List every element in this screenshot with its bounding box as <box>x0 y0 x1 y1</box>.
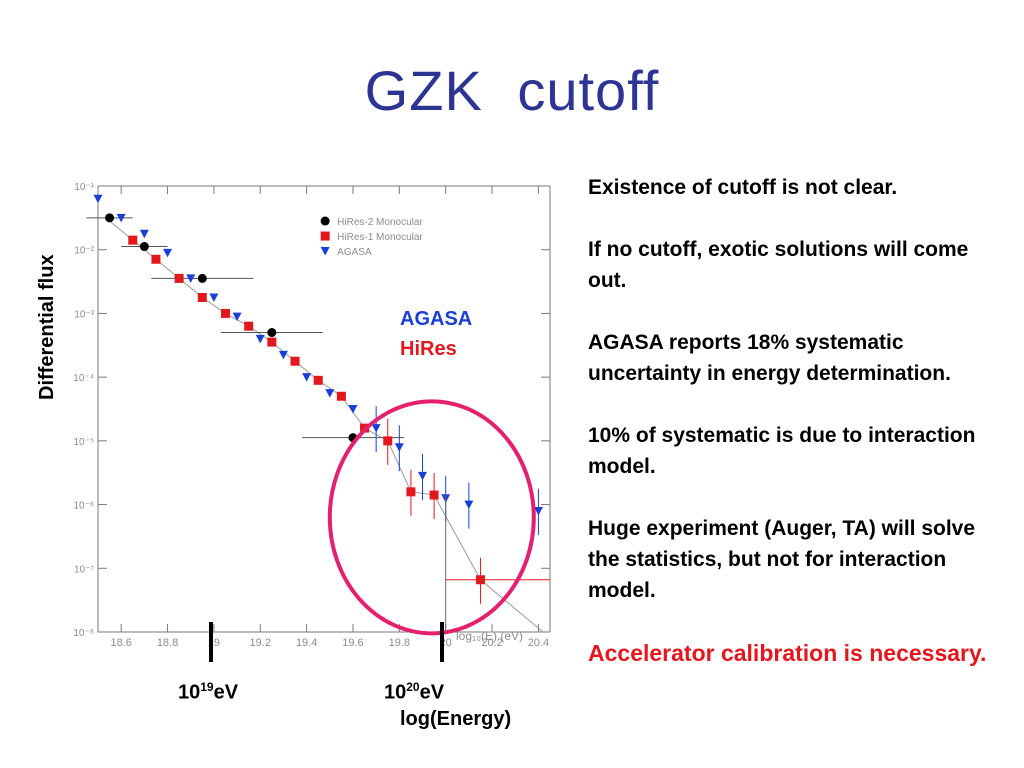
marker-1e19-line <box>209 622 213 662</box>
legend-marker <box>320 216 330 226</box>
y-tick-label: 10⁻⁷ <box>74 564 94 575</box>
hires2-point <box>139 242 149 252</box>
agasa-point <box>232 312 242 322</box>
y-tick-label: 10⁻³ <box>74 309 94 320</box>
y-tick-label: 10⁻⁵ <box>73 437 94 448</box>
hires2-point <box>197 273 207 283</box>
y-tick-label: 10⁻⁸ <box>73 628 94 639</box>
x-axis-label: log₁₀(E) (eV) <box>456 629 523 643</box>
hires1-point <box>151 254 161 264</box>
agasa-point <box>93 194 103 204</box>
y-tick-label: 10⁻⁶ <box>73 501 94 512</box>
energy-1e20-label: 1020eV <box>384 680 444 705</box>
hires1-point <box>406 487 416 497</box>
legend-entry: HiRes-2 Monocular <box>337 217 423 228</box>
plot-frame <box>97 185 551 633</box>
log-energy-label: log(Energy) <box>400 708 512 730</box>
energy-1e20-base: 10 <box>384 681 407 704</box>
hires2-point <box>267 328 277 338</box>
agasa-point <box>325 389 335 398</box>
y-axis-label: Differential flux <box>36 254 58 400</box>
x-tick-label: 20 <box>440 637 452 648</box>
hires1-point <box>128 235 138 245</box>
agasa-point <box>533 506 543 516</box>
bullet-5: Huge experiment (Auger, TA) will solve t… <box>588 517 976 602</box>
agasa-point <box>255 334 265 344</box>
bullet-1: Existence of cutoff is not clear. <box>588 176 898 199</box>
cutoff-highlight-circle <box>327 399 536 636</box>
agasa-point <box>278 350 288 360</box>
legend-entry: AGASA <box>337 247 372 258</box>
agasa-point <box>371 424 381 433</box>
hires1-point <box>197 293 207 302</box>
slide-title: GZK cutoff <box>364 59 660 122</box>
x-tick-label: 18.6 <box>110 637 131 648</box>
agasa-point <box>464 500 474 510</box>
y-tick-label: 10⁻² <box>74 246 94 257</box>
hires1-point <box>383 436 393 446</box>
x-tick-label: 18.8 <box>157 637 178 648</box>
agasa-label: AGASA <box>400 308 473 330</box>
hires2-point <box>105 213 115 223</box>
x-tick-label: 19 <box>208 637 220 648</box>
legend-marker <box>320 247 330 256</box>
energy-1e20-unit: eV <box>419 681 445 704</box>
legend-entry: HiRes-1 Monocular <box>337 232 423 243</box>
y-tick-label: 10⁻⁴ <box>73 373 94 384</box>
hires1-point <box>313 375 323 385</box>
marker-1e20-line <box>440 622 444 662</box>
agasa-point <box>348 405 358 414</box>
hires1-point <box>336 391 346 401</box>
x-tick-label: 20.2 <box>481 637 502 648</box>
energy-1e19-unit: eV <box>213 681 239 704</box>
hires1-point <box>220 308 230 318</box>
y-tick-label: 10⁻¹ <box>74 182 94 193</box>
agasa-point <box>302 373 312 382</box>
x-tick-label: 19.8 <box>389 637 410 648</box>
agasa-point <box>139 229 149 239</box>
hires-label: HiRes <box>400 338 457 360</box>
hires1-point <box>244 321 254 331</box>
agasa-point <box>163 248 173 258</box>
x-tick-label: 19.4 <box>296 637 317 648</box>
hires1-point <box>174 273 184 283</box>
hires1-point <box>290 356 300 366</box>
x-tick-label: 20.4 <box>528 637 549 648</box>
bullet-list: Existence of cutoff is not clear. If no … <box>588 172 1008 701</box>
energy-1e19-base: 10 <box>178 681 201 704</box>
gzk-spectrum-chart: 18.6 18.8 19 19.2 19.4 19.6 19.8 20 20.2 20.4 10⁻¹… <box>73 182 551 648</box>
x-tick-label: 19.6 <box>342 637 363 648</box>
legend-marker <box>320 231 330 241</box>
agasa-point <box>186 274 196 283</box>
bullet-2: If no cutoff, exotic solutions will come… <box>588 238 969 292</box>
agasa-point <box>418 471 428 481</box>
energy-1e19-exp: 19 <box>200 680 214 694</box>
conclusion-text: Accelerator calibration is necessary. <box>588 640 987 666</box>
agasa-point <box>116 213 126 223</box>
hires1-point <box>267 337 277 347</box>
hires1-point <box>429 490 439 500</box>
agasa-point <box>394 443 404 452</box>
bullet-4: 10% of systematic is due to interaction … <box>588 424 976 478</box>
agasa-point <box>209 293 219 302</box>
energy-1e20-exp: 20 <box>406 680 420 694</box>
energy-1e19-label: 1019eV <box>178 680 238 705</box>
x-tick-label: 19.2 <box>250 637 271 648</box>
bullet-3: AGASA reports 18% systematic uncertainty… <box>588 331 951 385</box>
